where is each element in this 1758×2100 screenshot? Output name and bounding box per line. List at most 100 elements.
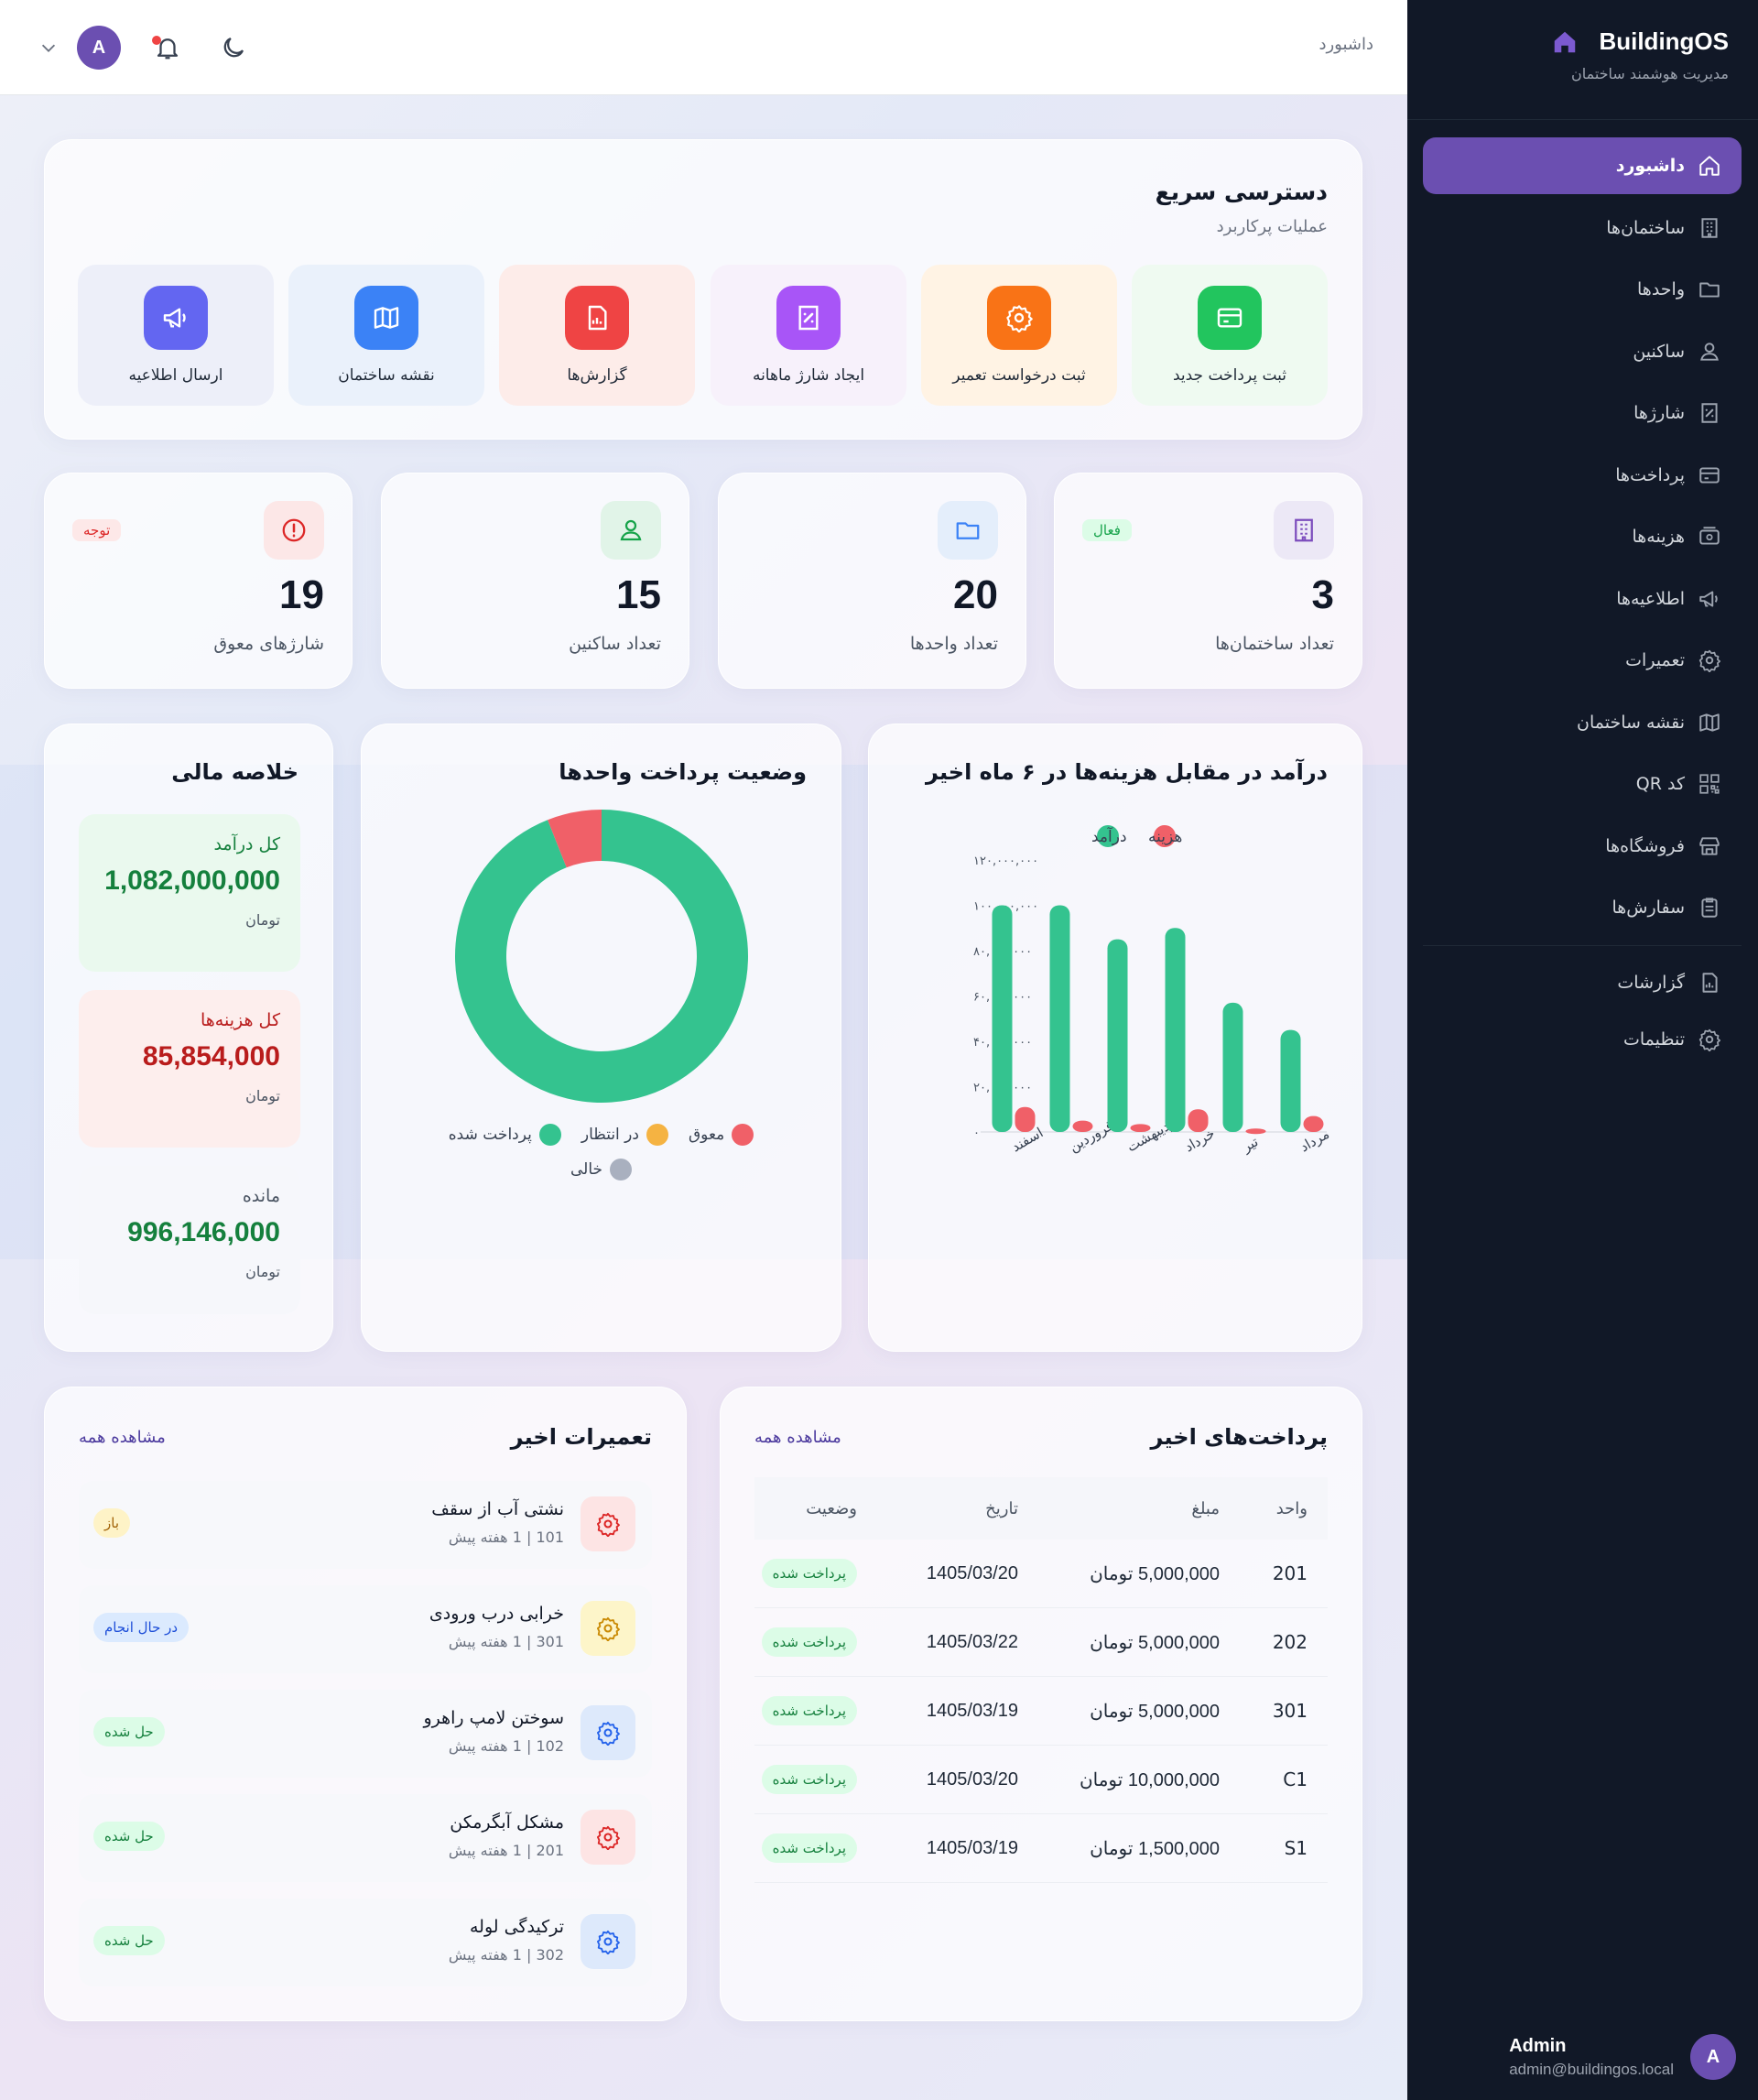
legend-label: در انتظار xyxy=(581,1126,639,1144)
topbar-actions: A xyxy=(38,26,247,70)
sidebar-item-credit-card[interactable]: پرداخت‌ها xyxy=(1423,447,1742,504)
legend-row: خالی xyxy=(417,1159,786,1181)
column-header-amount: مبلغ xyxy=(1191,1498,1220,1518)
user-email: admin@buildingos.local xyxy=(1509,2060,1674,2078)
sidebar-item-settings[interactable]: تنظیمات xyxy=(1423,1014,1742,1065)
legend-item[interactable]: پرداخت شده xyxy=(449,1124,561,1146)
quick-action-icon xyxy=(144,286,208,350)
sidebar-user[interactable]: A Admin admin@buildingos.local xyxy=(1509,2034,1736,2080)
sidebar-item-clipboard[interactable]: سفارش‌ها xyxy=(1423,879,1742,936)
stat-label: شارژهای معوق xyxy=(213,634,324,654)
sidebar-item-label: تعمیرات xyxy=(1625,650,1685,670)
gear-icon xyxy=(1006,305,1033,332)
sidebar-item-label: اطلاعیه‌ها xyxy=(1616,588,1685,609)
brand[interactable]: BuildingOS مدیریت هوشمند ساختمان xyxy=(1549,27,1729,82)
quick-action-icon xyxy=(354,286,418,350)
sidebar-item-wallet[interactable]: هزینه‌ها xyxy=(1423,508,1742,565)
notifications-button[interactable] xyxy=(152,34,181,61)
income-chart-card: درآمد در مقابل هزینه‌ها در ۶ ماه اخیر هز… xyxy=(868,724,1362,1352)
sidebar-item-qr[interactable]: کد QR xyxy=(1423,756,1742,812)
bar-expense xyxy=(1245,1128,1266,1135)
repair-meta: 102 | 1 هفته پیش xyxy=(448,1737,564,1755)
quick-access-title: دسترسی سریع xyxy=(1155,179,1328,205)
legend-swatch-income xyxy=(1097,825,1119,847)
repair-meta: 201 | 1 هفته پیش xyxy=(448,1842,564,1859)
table-row[interactable]: S1 1,500,000 تومان 1405/03/19 پرداخت شده xyxy=(754,1814,1328,1883)
quick-action-label: ارسال اطلاعیه xyxy=(128,366,223,385)
stat-value: 3 xyxy=(1311,572,1334,617)
total-expense-unit: تومان xyxy=(245,1087,280,1104)
sidebar-item-label: داشبورد xyxy=(1615,156,1685,176)
finance-title: خلاصه مالی xyxy=(171,759,298,785)
repair-item[interactable]: ترکیدگی لوله 302 | 1 هفته پیش حل شده xyxy=(79,1899,652,1986)
balance-box: مانده 996,146,000 تومان xyxy=(79,1166,300,1314)
quick-action-megaphone[interactable]: ارسال اطلاعیه xyxy=(78,265,274,406)
legend-label: پرداخت شده xyxy=(448,1126,532,1144)
brand-name: BuildingOS xyxy=(1599,27,1729,55)
repair-title: نشتی آب از سقف xyxy=(431,1499,564,1519)
building-icon xyxy=(1701,217,1718,238)
quick-action-report[interactable]: گزارش‌ها xyxy=(499,265,695,406)
legend-item[interactable]: در انتظار xyxy=(581,1124,668,1146)
sidebar-item-user[interactable]: ساکنین xyxy=(1423,323,1742,380)
table-row[interactable]: 202 5,000,000 تومان 1405/03/22 پرداخت شده xyxy=(754,1608,1328,1677)
quick-access-card: دسترسی سریع عملیات پرکاربرد ثبت پرداخت ج… xyxy=(44,139,1362,440)
sidebar-item-building[interactable]: ساختمان‌ها xyxy=(1423,200,1742,256)
chevron-down-icon[interactable] xyxy=(38,38,59,58)
report-icon xyxy=(1702,973,1718,993)
repair-item[interactable]: سوختن لامپ راهرو 102 | 1 هفته پیش حل شده xyxy=(79,1690,652,1778)
legend-item[interactable]: معوق xyxy=(689,1124,754,1146)
repairs-view-all-link[interactable]: مشاهده همه xyxy=(79,1428,166,1447)
status-badge: فعال xyxy=(1082,519,1132,541)
donut-slice-paid xyxy=(454,810,748,1103)
sidebar-item-label: واحدها xyxy=(1637,279,1685,299)
repair-item[interactable]: مشکل آبگرمکن 201 | 1 هفته پیش حل شده xyxy=(79,1794,652,1882)
status-badge: پرداخت شده xyxy=(761,1765,857,1794)
legend-item[interactable]: خالی xyxy=(570,1159,633,1181)
quick-action-icon xyxy=(565,286,629,350)
quick-action-map[interactable]: نقشه ساختمان xyxy=(288,265,484,406)
balance-label: مانده xyxy=(242,1186,280,1206)
sidebar-item-folder[interactable]: واحدها xyxy=(1423,261,1742,318)
cell-unit: C1 xyxy=(1283,1768,1308,1790)
sidebar-item-store[interactable]: فروشگاه‌ها xyxy=(1423,818,1742,875)
status-badge: در حال انجام xyxy=(93,1613,190,1642)
status-badge: حل شده xyxy=(93,1717,165,1746)
user-menu-avatar[interactable]: A xyxy=(77,26,121,70)
table-row[interactable]: C1 10,000,000 تومان 1405/03/20 پرداخت شده xyxy=(754,1746,1328,1814)
moon-icon[interactable] xyxy=(220,34,247,61)
y-tick-label: ۰ xyxy=(973,1126,980,1140)
sidebar-item-gear[interactable]: تعمیرات xyxy=(1423,632,1742,689)
stat-card: 20 تعداد واحدها xyxy=(718,473,1026,689)
table-row[interactable]: 201 5,000,000 تومان 1405/03/20 پرداخت شده xyxy=(754,1540,1328,1608)
bar-expense xyxy=(1072,1120,1093,1132)
quick-action-credit-card[interactable]: ثبت پرداخت جدید xyxy=(1132,265,1328,406)
stat-icon-box xyxy=(601,501,661,560)
repair-item[interactable]: خرابی درب ورودی 301 | 1 هفته پیش در حال ان… xyxy=(79,1585,652,1673)
legend-swatch xyxy=(610,1159,633,1181)
repair-icon-box xyxy=(581,1496,635,1551)
repair-item[interactable]: نشتی آب از سقف 101 | 1 هفته پیش باز xyxy=(79,1481,652,1569)
repair-meta: 302 | 1 هفته پیش xyxy=(448,1946,564,1964)
cell-amount: 1,500,000 تومان xyxy=(1090,1838,1220,1859)
report-icon xyxy=(588,305,607,331)
payments-view-all-link[interactable]: مشاهده همه xyxy=(754,1428,841,1447)
status-badge: حل شده xyxy=(93,1926,165,1955)
sidebar-item-report[interactable]: گزارشات xyxy=(1423,957,1742,1008)
table-row[interactable]: 301 5,000,000 تومان 1405/03/19 پرداخت شده xyxy=(754,1677,1328,1746)
cell-date: 1405/03/19 xyxy=(926,1837,1018,1858)
quick-action-receipt[interactable]: ایجاد شارژ ماهانه xyxy=(711,265,906,406)
cell-date: 1405/03/20 xyxy=(926,1768,1018,1790)
megaphone-icon xyxy=(163,308,186,328)
sidebar-item-megaphone[interactable]: اطلاعیه‌ها xyxy=(1423,571,1742,627)
total-income-unit: تومان xyxy=(245,911,280,929)
total-income-value: 1,082,000,000 xyxy=(104,865,280,896)
sidebar-item-home[interactable]: داشبورد xyxy=(1423,137,1742,194)
status-badge: پرداخت شده xyxy=(761,1833,857,1863)
quick-action-gear[interactable]: ثبت درخواست تعمیر xyxy=(921,265,1117,406)
sidebar-item-map[interactable]: نقشه ساختمان xyxy=(1423,694,1742,751)
sidebar-item-label: فروشگاه‌ها xyxy=(1605,835,1685,856)
sidebar-item-receipt[interactable]: شارژها xyxy=(1423,385,1742,441)
payment-status-title: وضعیت پرداخت واحدها xyxy=(559,759,807,785)
bar-expense xyxy=(1015,1106,1036,1132)
